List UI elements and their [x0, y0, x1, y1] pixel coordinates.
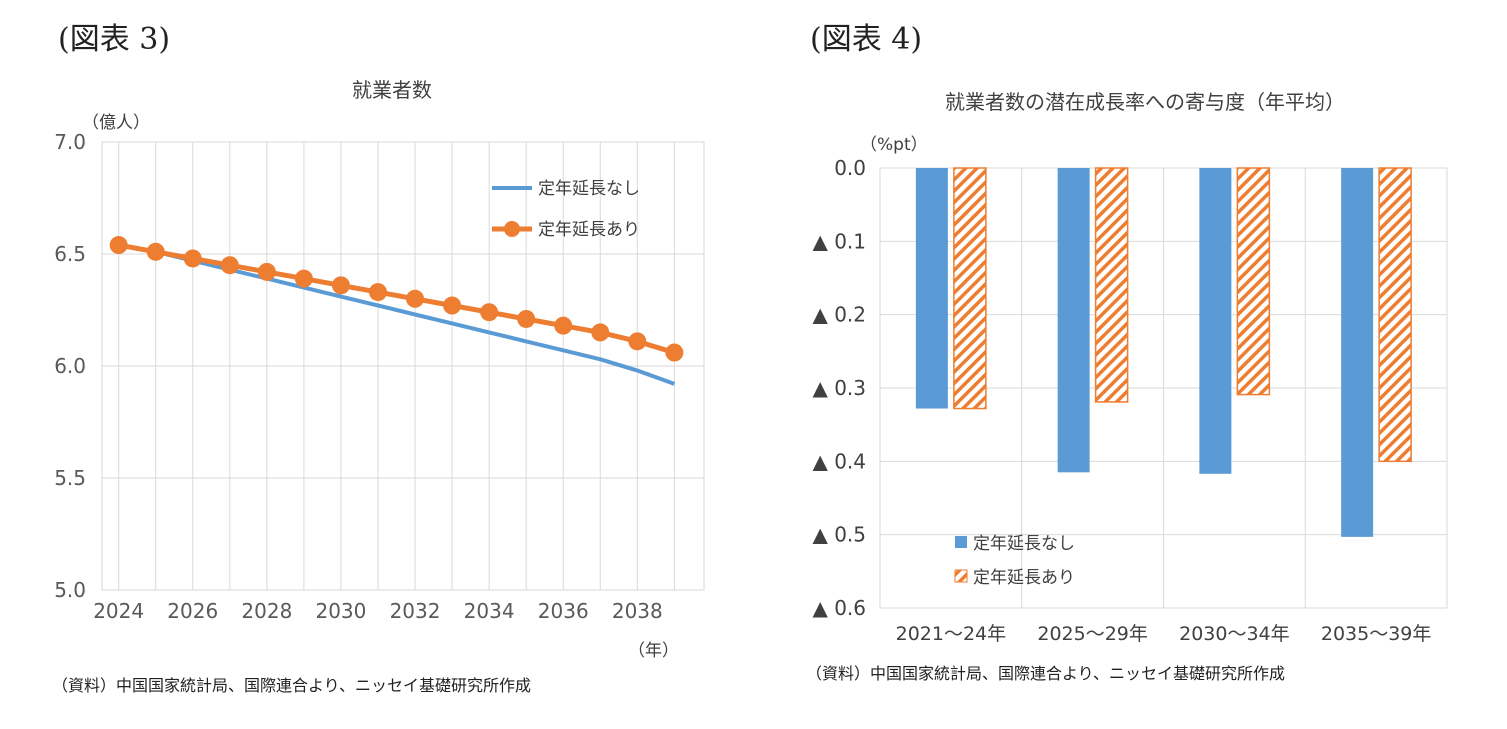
- series-point: [517, 309, 536, 328]
- plot-frame: [101, 141, 705, 591]
- series-point: [591, 323, 610, 342]
- x-tick-label: 2035～39年: [1321, 623, 1432, 645]
- x-tick-label: 2030～34年: [1179, 623, 1290, 645]
- figure4-label: (図表 4): [810, 22, 923, 57]
- x-tick-label: 2024: [93, 599, 144, 623]
- series-point: [628, 332, 647, 351]
- y-tick-label: ▲ 0.6: [812, 596, 866, 620]
- x-tick-label: 2030: [315, 599, 366, 623]
- figure3-title: 就業者数: [352, 78, 432, 102]
- figure3-unit: （億人）: [82, 113, 150, 133]
- series-line-2: [118, 242, 676, 355]
- y-tick-label: ▲ 0.5: [812, 523, 866, 547]
- series-point: [331, 276, 350, 295]
- bar-2: [1094, 167, 1129, 403]
- bar-1: [1199, 168, 1232, 474]
- series-point: [146, 242, 165, 261]
- series-point: [294, 269, 313, 288]
- series-point: [406, 289, 425, 308]
- series-point: [480, 303, 499, 322]
- x-tick-label: 2036: [538, 599, 589, 623]
- x-tick-label: 2028: [241, 599, 292, 623]
- y-tick-label: 6.5: [54, 242, 86, 266]
- y-tick-label: ▲ 0.2: [812, 303, 866, 327]
- y-tick-label: 6.0: [54, 354, 86, 378]
- figure3-source: （資料）中国国家統計局、国際連合より、ニッセイ基礎研究所作成: [52, 676, 532, 695]
- series-point: [665, 343, 684, 362]
- series-point: [368, 283, 387, 302]
- y-tick-label: ▲ 0.1: [812, 229, 866, 253]
- bar-2: [1236, 167, 1271, 396]
- y-tick-label: 0.0: [834, 156, 866, 180]
- series-point: [443, 296, 462, 315]
- figure4-source: （資料）中国国家統計局、国際連合より、ニッセイ基礎研究所作成: [806, 664, 1286, 683]
- series-line-1: [118, 243, 676, 386]
- y-tick-label: 7.0: [54, 130, 86, 154]
- x-tick-label: 2021～24年: [896, 623, 1007, 645]
- figure3-chart: 7.0 6.5 6.0 5.5 5.0 2024 2026 2028 2030 2032 2034 2…: [54, 130, 705, 623]
- y-tick-label: 5.0: [54, 578, 86, 602]
- x-tick-label: 2025～29年: [1037, 623, 1148, 645]
- figure4-title: 就業者数の潜在成長率への寄与度（年平均）: [945, 90, 1345, 114]
- bar-2: [953, 167, 987, 410]
- x-tick-label: 2026: [167, 599, 218, 623]
- x-tick-label: 2034: [464, 599, 515, 623]
- legend-label: 定年延長なし: [973, 534, 1075, 554]
- bar-1: [1341, 168, 1374, 537]
- series-point: [257, 262, 276, 281]
- legend-label: 定年延長あり: [973, 568, 1075, 588]
- figure3-year-unit: （年）: [628, 641, 679, 661]
- legend-label: 定年延長なし: [538, 179, 640, 199]
- bar-1: [1057, 168, 1090, 473]
- y-tick-label: ▲ 0.3: [812, 376, 866, 400]
- series-point: [554, 316, 573, 335]
- y-tick-label: 5.5: [54, 466, 86, 490]
- x-tick-label: 2038: [612, 599, 663, 623]
- series-point: [109, 236, 128, 255]
- legend-swatch: [954, 569, 968, 583]
- legend-swatch: [955, 536, 967, 548]
- y-tick-label: ▲ 0.4: [812, 449, 866, 473]
- series-point: [183, 249, 202, 268]
- figure4-unit: （%pt）: [860, 135, 928, 155]
- x-tick-label: 2032: [390, 599, 441, 623]
- bar-1: [915, 168, 948, 409]
- figure4-chart: 0.0 ▲ 0.1 ▲ 0.2 ▲ 0.3 ▲ 0.4 ▲ 0.5 ▲ 0.6 2021～24…: [812, 156, 1448, 645]
- legend-marker: [504, 221, 520, 237]
- bar-2: [1378, 167, 1412, 463]
- series-point: [220, 256, 239, 275]
- figure3-label: (図表 3): [58, 22, 171, 57]
- legend-label: 定年延長あり: [538, 220, 640, 240]
